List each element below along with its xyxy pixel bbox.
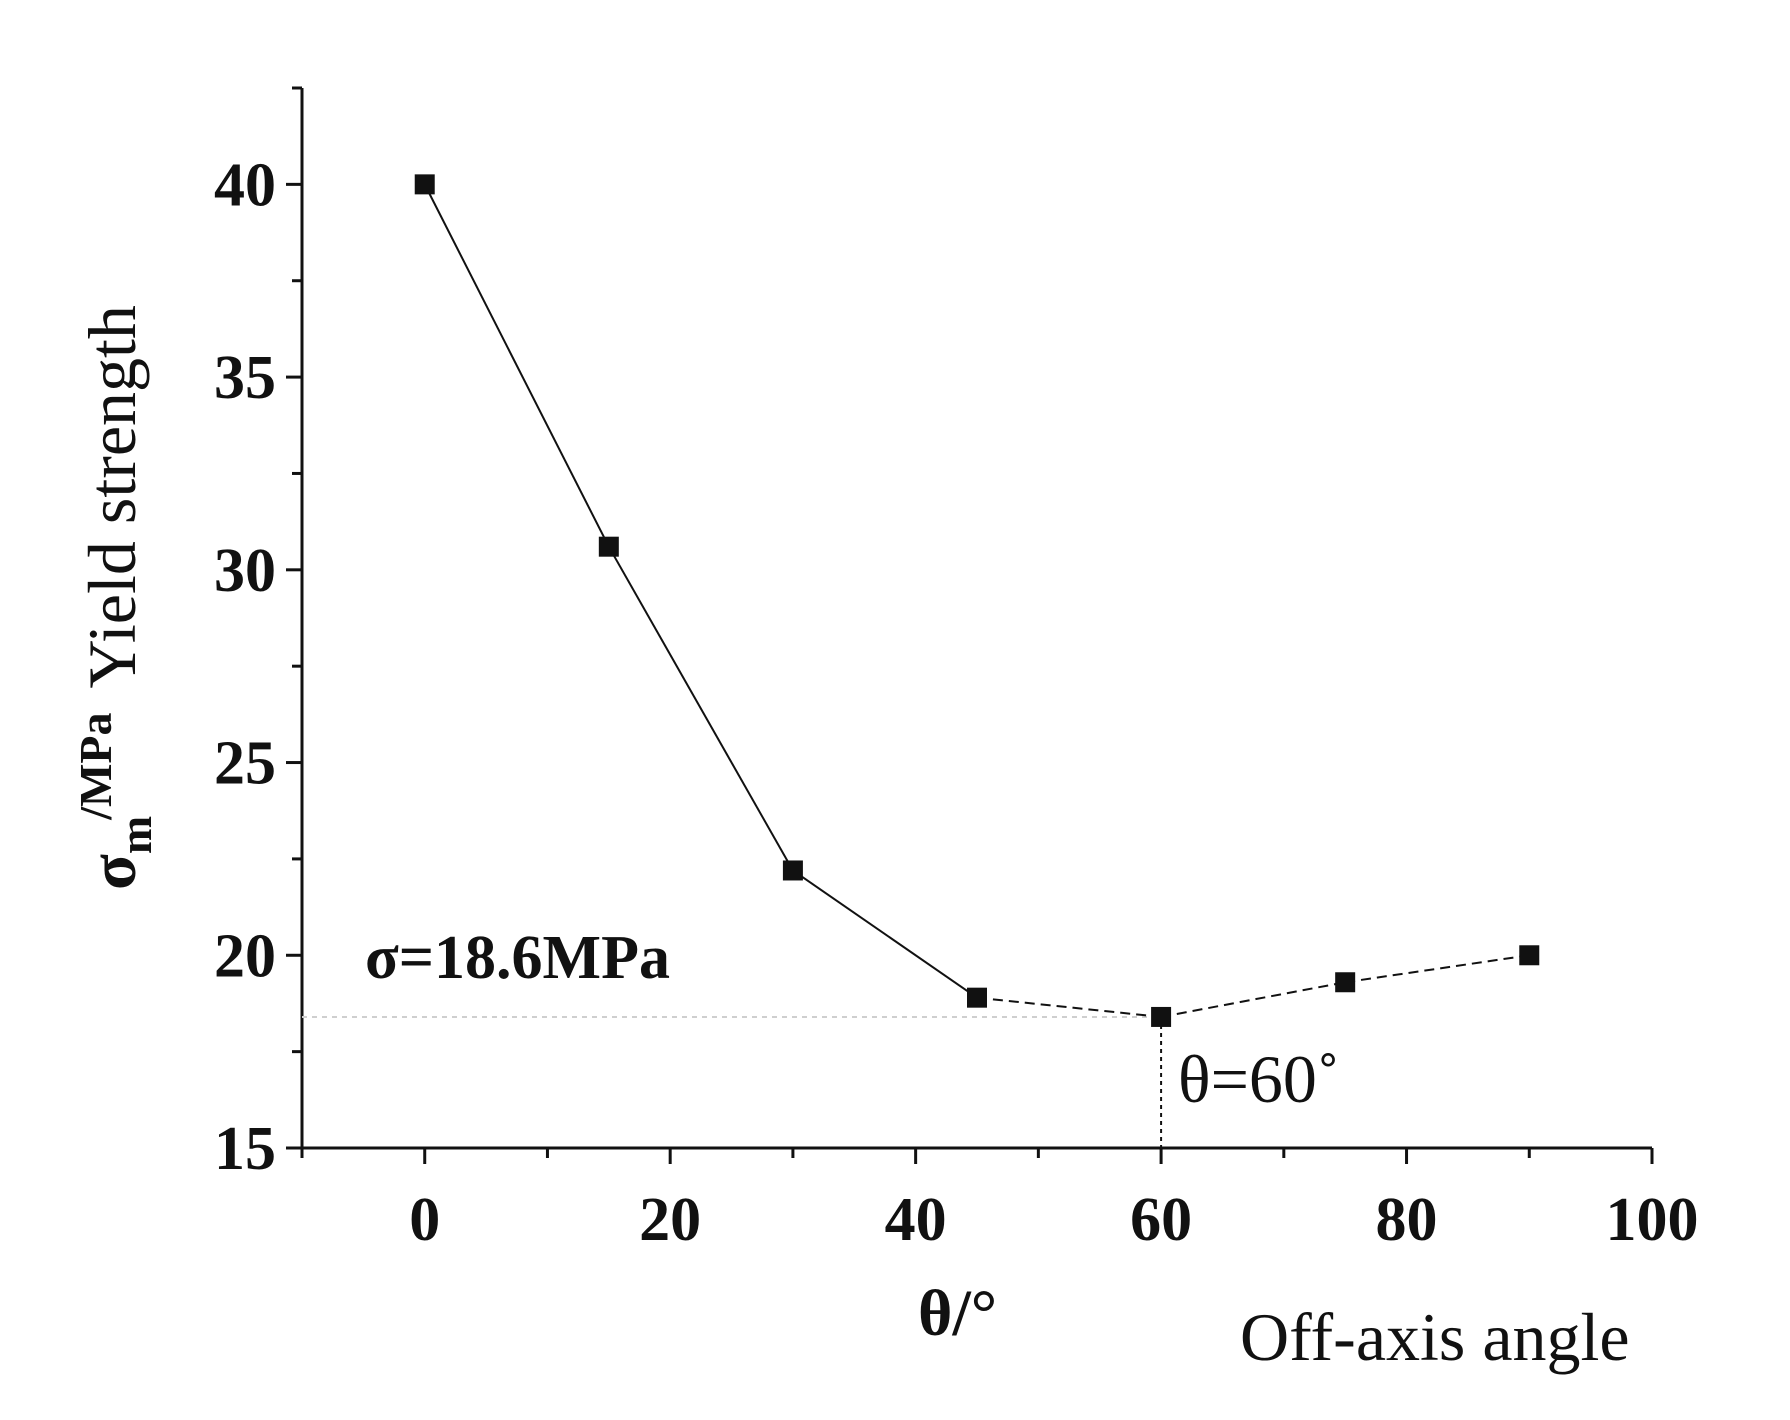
x-tick-label: 20 — [639, 1186, 701, 1254]
x-tick-label: 100 — [1606, 1186, 1699, 1254]
y-tick-label: 40 — [214, 151, 276, 219]
data-point — [414, 174, 435, 195]
y-ticks: 15 20 25 30 35 40 — [214, 86, 302, 1183]
y-tick-label: 15 — [214, 1115, 276, 1183]
y-tick-label: 20 — [214, 922, 276, 990]
series-segment — [792, 869, 978, 999]
y-axis-label-symbol: σ — [77, 854, 150, 890]
data-point — [1151, 1006, 1172, 1027]
series-lines — [423, 183, 1530, 1018]
hline-annotation: σ=18.6MPa — [365, 924, 670, 992]
x-tick-label: 40 — [885, 1186, 947, 1254]
x-tick-label: 80 — [1376, 1186, 1438, 1254]
data-point — [1519, 945, 1540, 966]
y-axis-label-subscript: m — [110, 816, 161, 854]
y-axis-label-text: Yield strength — [74, 305, 150, 688]
series-segment — [1345, 954, 1530, 984]
y-tick-label: 35 — [214, 344, 276, 412]
vline-annotation: θ=60˚ — [1178, 1041, 1340, 1117]
data-point — [598, 536, 619, 557]
reference-lines — [302, 1015, 1163, 1148]
axes: 0 20 40 60 80 100 15 20 25 30 35 40 — [214, 86, 1699, 1254]
series-segment — [1160, 981, 1346, 1018]
x-tick-label: 60 — [1130, 1186, 1192, 1254]
data-point — [967, 987, 987, 1008]
x-axis-label-symbol: θ/° — [918, 1277, 997, 1350]
x-ticks: 0 20 40 60 80 100 — [300, 1148, 1699, 1254]
series-segment — [607, 546, 794, 871]
series-points — [414, 174, 1540, 1027]
y-axis-label-unit: /MPa — [70, 712, 121, 820]
data-point — [1335, 972, 1356, 993]
svg-text:σm/MPaYield strength: σm/MPa Yield strength — [70, 305, 161, 890]
data-point — [782, 860, 803, 881]
y-tick-label: 25 — [214, 730, 276, 798]
x-tick-label: 0 — [409, 1186, 440, 1254]
y-tick-label: 30 — [214, 537, 276, 605]
series-segment — [976, 996, 1162, 1018]
series-segment — [423, 183, 610, 548]
y-axis-label: σm/MPa Yield strength — [70, 305, 161, 890]
x-axis-label-text: Off-axis angle — [1240, 1299, 1630, 1375]
